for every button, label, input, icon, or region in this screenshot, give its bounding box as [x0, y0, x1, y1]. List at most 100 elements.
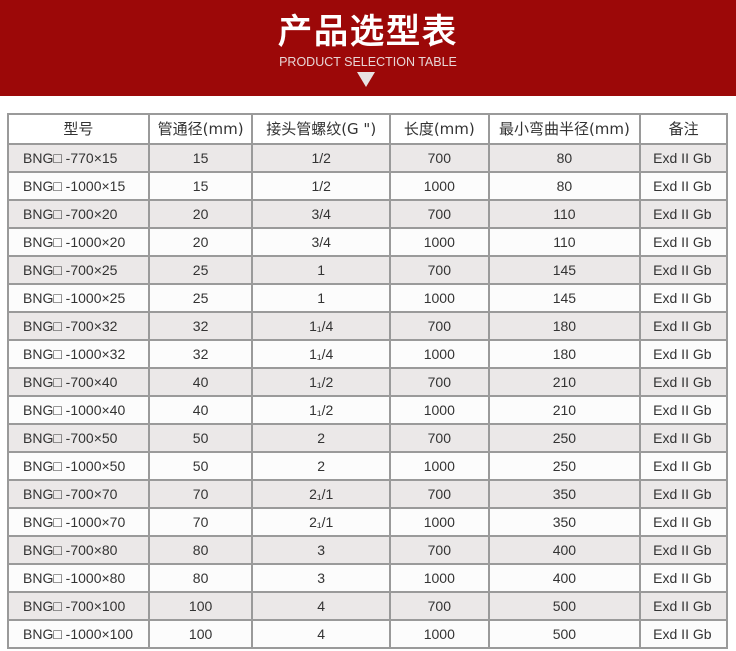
cell-bend-radius: 145 [487, 255, 642, 285]
cell-model: BNG□ -700×80 [7, 535, 150, 565]
header-diameter: 管通径(mm) [147, 113, 254, 145]
table-row: BNG□ -1000×20 20 3/4 1000 110 Exd II Gb [7, 227, 728, 257]
down-arrow-icon [357, 72, 375, 87]
cell-length: 700 [388, 311, 490, 341]
table-row: BNG□ -1000×50 50 2 1000 250 Exd II Gb [7, 451, 728, 481]
cell-thread: 1₁/4 [251, 311, 391, 341]
cell-bend-radius: 110 [487, 199, 642, 229]
cell-note: Exd II Gb [639, 227, 728, 257]
cell-thread: 1₁/2 [251, 395, 391, 425]
table-row: BNG□ -1000×80 80 3 1000 400 Exd II Gb [7, 563, 728, 593]
header-banner: 产品选型表 PRODUCT SELECTION TABLE [0, 0, 736, 96]
cell-model: BNG□ -700×40 [7, 367, 150, 397]
cell-thread: 2₁/1 [251, 507, 391, 537]
cell-model: BNG□ -1000×70 [7, 507, 150, 537]
cell-note: Exd II Gb [639, 339, 728, 369]
cell-model: BNG□ -1000×32 [7, 339, 150, 369]
cell-diameter: 15 [147, 171, 254, 201]
cell-bend-radius: 500 [487, 591, 642, 621]
table-row: BNG□ -700×25 25 1 700 145 Exd II Gb [7, 255, 728, 285]
table-row: BNG□ -700×32 32 1₁/4 700 180 Exd II Gb [7, 311, 728, 341]
cell-length: 700 [388, 479, 490, 509]
cell-thread: 1₁/2 [251, 367, 391, 397]
cell-diameter: 70 [147, 479, 254, 509]
cell-model: BNG□ -700×32 [7, 311, 150, 341]
cell-diameter: 80 [147, 535, 254, 565]
cell-model: BNG□ -1000×80 [7, 563, 150, 593]
cell-length: 1000 [388, 619, 490, 649]
header-length: 长度(mm) [388, 113, 490, 145]
table-row: BNG□ -700×40 40 1₁/2 700 210 Exd II Gb [7, 367, 728, 397]
cell-diameter: 50 [147, 423, 254, 453]
cell-note: Exd II Gb [639, 619, 728, 649]
cell-bend-radius: 180 [487, 311, 642, 341]
cell-length: 1000 [388, 283, 490, 313]
table-row: BNG□ -1000×100 100 4 1000 500 Exd II Gb [7, 619, 728, 649]
table-row: BNG□ -1000×40 40 1₁/2 1000 210 Exd II Gb [7, 395, 728, 425]
cell-model: BNG□ -1000×100 [7, 619, 150, 649]
cell-length: 700 [388, 143, 490, 173]
cell-bend-radius: 210 [487, 367, 642, 397]
cell-bend-radius: 500 [487, 619, 642, 649]
cell-model: BNG□ -1000×25 [7, 283, 150, 313]
cell-diameter: 70 [147, 507, 254, 537]
cell-note: Exd II Gb [639, 367, 728, 397]
cell-length: 1000 [388, 563, 490, 593]
cell-note: Exd II Gb [639, 311, 728, 341]
cell-diameter: 40 [147, 395, 254, 425]
cell-length: 1000 [388, 451, 490, 481]
page-title: 产品选型表 [278, 12, 458, 52]
cell-diameter: 50 [147, 451, 254, 481]
cell-model: BNG□ -1000×20 [7, 227, 150, 257]
table-row: BNG□ -700×20 20 3/4 700 110 Exd II Gb [7, 199, 728, 229]
header-note: 备注 [639, 113, 728, 145]
cell-bend-radius: 350 [487, 507, 642, 537]
cell-thread: 3 [251, 535, 391, 565]
table-row: BNG□ -1000×32 32 1₁/4 1000 180 Exd II Gb [7, 339, 728, 369]
cell-model: BNG□ -1000×15 [7, 171, 150, 201]
product-selection-table: 型号 管通径(mm) 接头管螺纹(G ") 长度(mm) 最小弯曲半径(mm) … [7, 113, 728, 649]
cell-thread: 4 [251, 619, 391, 649]
cell-note: Exd II Gb [639, 171, 728, 201]
cell-length: 700 [388, 423, 490, 453]
cell-bend-radius: 400 [487, 563, 642, 593]
cell-note: Exd II Gb [639, 563, 728, 593]
cell-note: Exd II Gb [639, 451, 728, 481]
cell-thread: 3/4 [251, 199, 391, 229]
page-subtitle: PRODUCT SELECTION TABLE [279, 55, 457, 69]
cell-note: Exd II Gb [639, 255, 728, 285]
cell-diameter: 25 [147, 255, 254, 285]
cell-note: Exd II Gb [639, 507, 728, 537]
cell-bend-radius: 250 [487, 423, 642, 453]
cell-note: Exd II Gb [639, 395, 728, 425]
cell-bend-radius: 180 [487, 339, 642, 369]
cell-diameter: 32 [147, 311, 254, 341]
table-row: BNG□ -770×15 15 1/2 700 80 Exd II Gb [7, 143, 728, 173]
table-row: BNG□ -1000×70 70 2₁/1 1000 350 Exd II Gb [7, 507, 728, 537]
cell-model: BNG□ -700×25 [7, 255, 150, 285]
cell-bend-radius: 145 [487, 283, 642, 313]
cell-note: Exd II Gb [639, 143, 728, 173]
cell-length: 700 [388, 255, 490, 285]
cell-note: Exd II Gb [639, 591, 728, 621]
cell-thread: 1₁/4 [251, 339, 391, 369]
cell-bend-radius: 80 [487, 143, 642, 173]
table-header-row: 型号 管通径(mm) 接头管螺纹(G ") 长度(mm) 最小弯曲半径(mm) … [7, 113, 728, 145]
cell-thread: 1/2 [251, 143, 391, 173]
cell-note: Exd II Gb [639, 283, 728, 313]
table-row: BNG□ -700×100 100 4 700 500 Exd II Gb [7, 591, 728, 621]
cell-diameter: 25 [147, 283, 254, 313]
cell-length: 700 [388, 367, 490, 397]
cell-bend-radius: 400 [487, 535, 642, 565]
cell-bend-radius: 250 [487, 451, 642, 481]
cell-diameter: 15 [147, 143, 254, 173]
table-row: BNG□ -1000×15 15 1/2 1000 80 Exd II Gb [7, 171, 728, 201]
cell-thread: 3/4 [251, 227, 391, 257]
cell-note: Exd II Gb [639, 423, 728, 453]
cell-model: BNG□ -700×100 [7, 591, 150, 621]
cell-bend-radius: 350 [487, 479, 642, 509]
cell-diameter: 100 [147, 591, 254, 621]
cell-length: 1000 [388, 227, 490, 257]
cell-model: BNG□ -700×50 [7, 423, 150, 453]
header-model: 型号 [7, 113, 150, 145]
